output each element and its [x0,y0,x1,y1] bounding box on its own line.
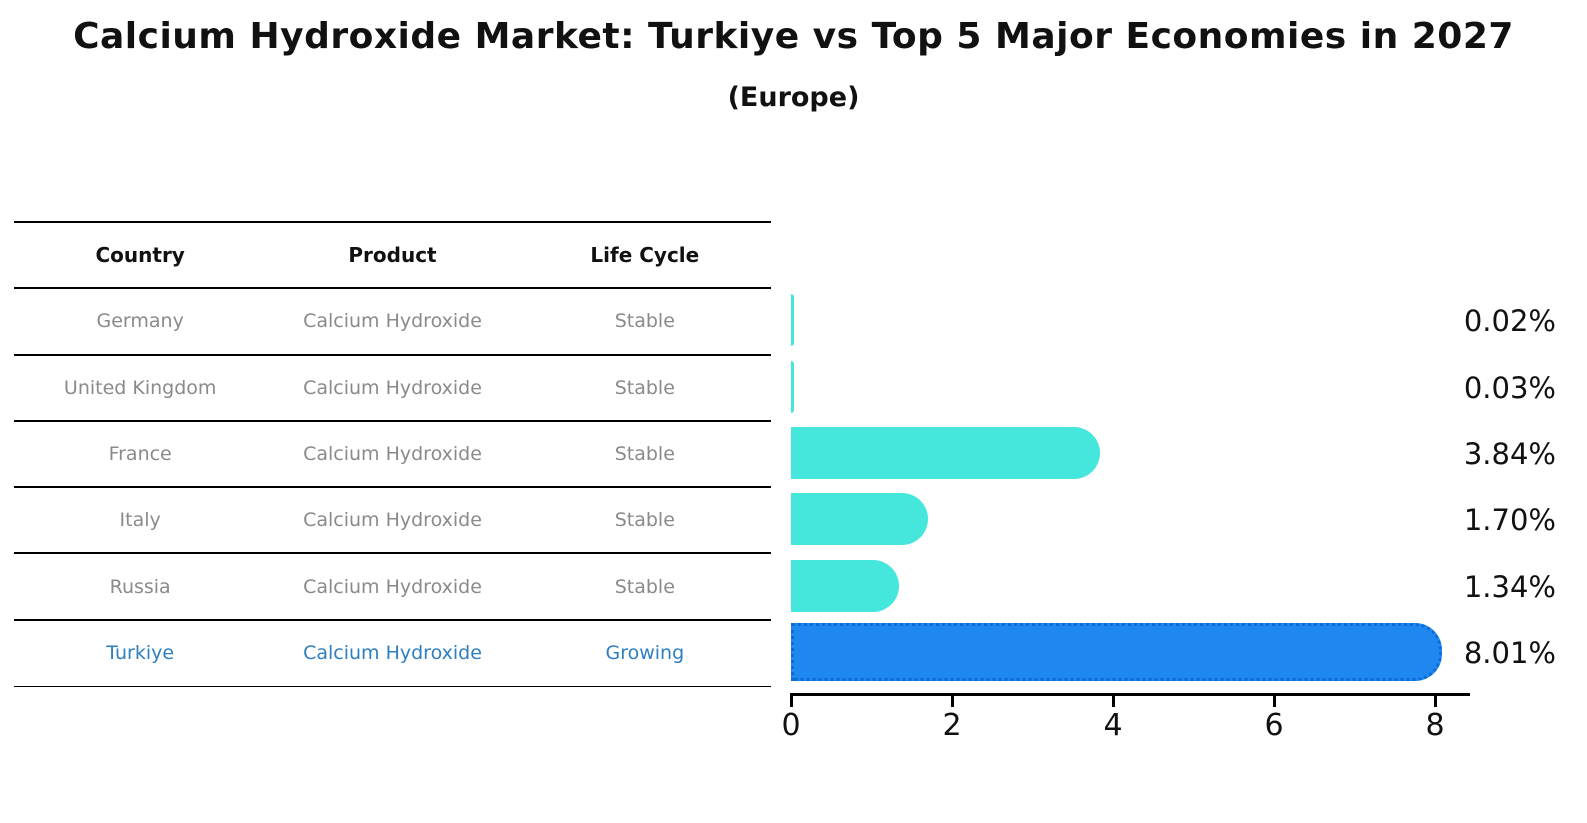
bar-value-label: 1.70% [1463,503,1556,538]
table-cell-product: Calcium Hydroxide [303,642,482,665]
bar-united-kingdom [791,360,794,413]
table-cell-life-cycle: Stable [614,376,675,399]
table-header-row: Country Product Life Cycle [14,223,771,290]
table-row: France Calcium Hydroxide Stable [14,422,771,489]
table-column-header: Product [348,243,437,268]
x-axis-tick [951,696,954,707]
table-cell-product: Calcium Hydroxide [303,509,482,532]
table-cell-country: Turkiye [106,642,175,665]
table-cell-life-cycle: Stable [614,310,675,333]
x-axis-tick [1112,696,1115,707]
bar-value-label: 0.03% [1463,370,1556,405]
x-axis-tick-label: 6 [1264,708,1284,743]
table-cell-product: Calcium Hydroxide [303,575,482,598]
table-cell-country: France [108,443,172,466]
table-cell-life-cycle: Growing [605,642,685,665]
table-row: Russia Calcium Hydroxide Stable [14,554,771,621]
bar-italy [791,493,928,546]
table-cell-country: Russia [109,575,171,598]
table-cell-country: Italy [119,509,161,532]
table-cell-product: Calcium Hydroxide [303,376,482,399]
chart-subtitle: (Europe) [727,82,860,113]
table-cell-product: Calcium Hydroxide [303,443,482,466]
table-column-header: Life Cycle [590,243,700,268]
table-cell-country: United Kingdom [63,376,217,399]
bar-france [791,427,1101,480]
bar-germany [791,294,794,347]
x-axis-tick [1434,696,1437,707]
chart-title: Calcium Hydroxide Market: Turkiye vs Top… [73,16,1514,57]
bar-value-label: 0.02% [1463,304,1556,339]
x-axis-tick [1273,696,1276,707]
country-table: Country Product Life Cycle Germany Calcium H… [14,221,771,688]
x-axis-tick-label: 0 [781,708,801,743]
table-row: United Kingdom Calcium Hydroxide Stable [14,356,771,422]
bar-value-label: 8.01% [1463,635,1556,670]
x-axis-tick-label: 8 [1425,708,1445,743]
table-cell-life-cycle: Stable [614,443,675,466]
x-axis-tick-label: 2 [942,708,962,743]
x-axis-tick [790,696,793,707]
table-cell-life-cycle: Stable [614,575,675,598]
bar-value-label: 3.84% [1463,437,1556,472]
bar-turkiye-highlighted [791,622,1442,681]
x-axis-line [790,693,1470,696]
table-column-header: Country [95,243,185,268]
table-row: Italy Calcium Hydroxide Stable [14,488,771,555]
table-cell-country: Germany [96,310,184,333]
bar-value-label: 1.34% [1463,569,1556,604]
x-axis-tick-label: 4 [1103,708,1123,743]
table-row: Germany Calcium Hydroxide Stable [14,289,771,356]
bar-russia [791,559,899,612]
table-cell-life-cycle: Stable [614,509,675,532]
table-row: Turkiye Calcium Hydroxide Growing [14,621,771,688]
table-cell-product: Calcium Hydroxide [303,310,482,333]
